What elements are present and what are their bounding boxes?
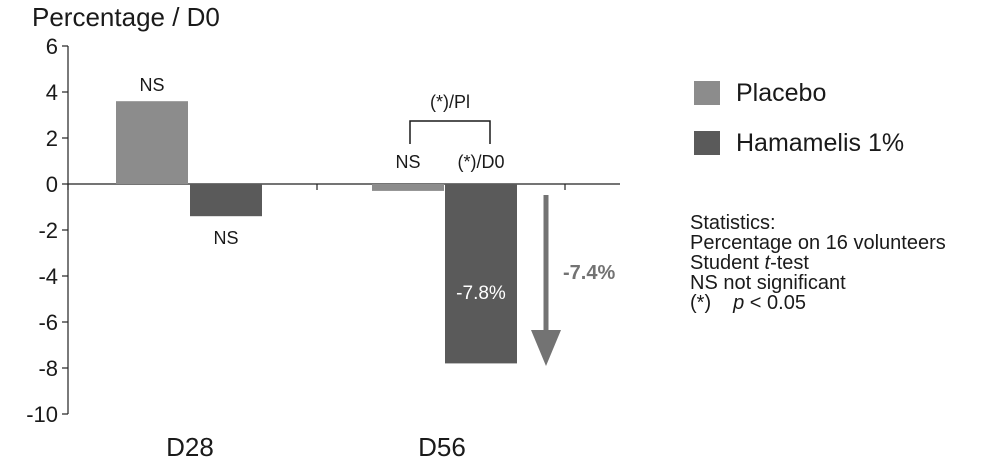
stats-line: Percentage on 16 volunteers [690,232,946,254]
legend-label-placebo: Placebo [736,78,827,107]
stats-text: -test [770,252,809,274]
stats-italic: p [733,292,745,314]
stats-line: Statistics: [690,212,776,234]
y-tick-label: -10 [26,402,58,427]
legend-swatch-hamamelis [694,131,720,155]
y-tick-label: 6 [46,34,58,59]
y-axis-title: Percentage / D0 [32,2,220,32]
y-tick-label: -4 [38,264,58,289]
x-axis: D28 D56 [67,183,620,462]
y-tick-label: -6 [38,310,58,335]
bar [372,184,444,191]
stats-text: Student [690,252,765,274]
bar-significance-label: NS [139,75,164,95]
stats-italic: t [764,252,771,274]
y-tick-label: -8 [38,356,58,381]
legend-label-hamamelis: Hamamelis 1% [736,128,905,157]
y-tick-label: 4 [46,80,58,105]
stats-line: NS not significant [690,272,846,294]
bar [116,101,188,184]
y-tick-label: -2 [38,218,58,243]
comparison-bracket [409,120,491,144]
annotations-group: NS NS NS (*)/D0 -7.8% (*)/Pl -7.4% [139,75,615,366]
bar [190,184,262,217]
x-category-label: D28 [166,432,214,462]
legend-item-hamamelis: Hamamelis 1% [694,128,905,157]
legend-swatch-placebo [694,81,720,105]
stats-text: (*) [690,292,712,314]
difference-label: -7.4% [563,262,615,284]
y-tick-label: 0 [46,172,58,197]
x-category-label: D56 [418,432,466,462]
stats-line: Student t-test [690,253,946,273]
bar-significance-label: NS [395,152,420,172]
y-tick-label: 2 [46,126,58,151]
bar [445,184,517,364]
bar-significance-label: NS [213,228,238,248]
bar-value-label: -7.8% [456,283,506,304]
comparison-label: (*)/Pl [430,92,470,112]
difference-arrow-head [531,330,561,366]
y-axis: 6 4 2 0 -2 -4 -6 -8 -10 [26,34,69,427]
bars-group [116,101,517,364]
stats-line: (*) p < 0.05 [690,293,946,313]
stats-text: < 0.05 [744,292,806,314]
bar-significance-label: (*)/D0 [457,152,504,172]
legend-item-placebo: Placebo [694,78,827,107]
statistics-note: Statistics: Percentage on 16 volunteers … [690,213,946,313]
